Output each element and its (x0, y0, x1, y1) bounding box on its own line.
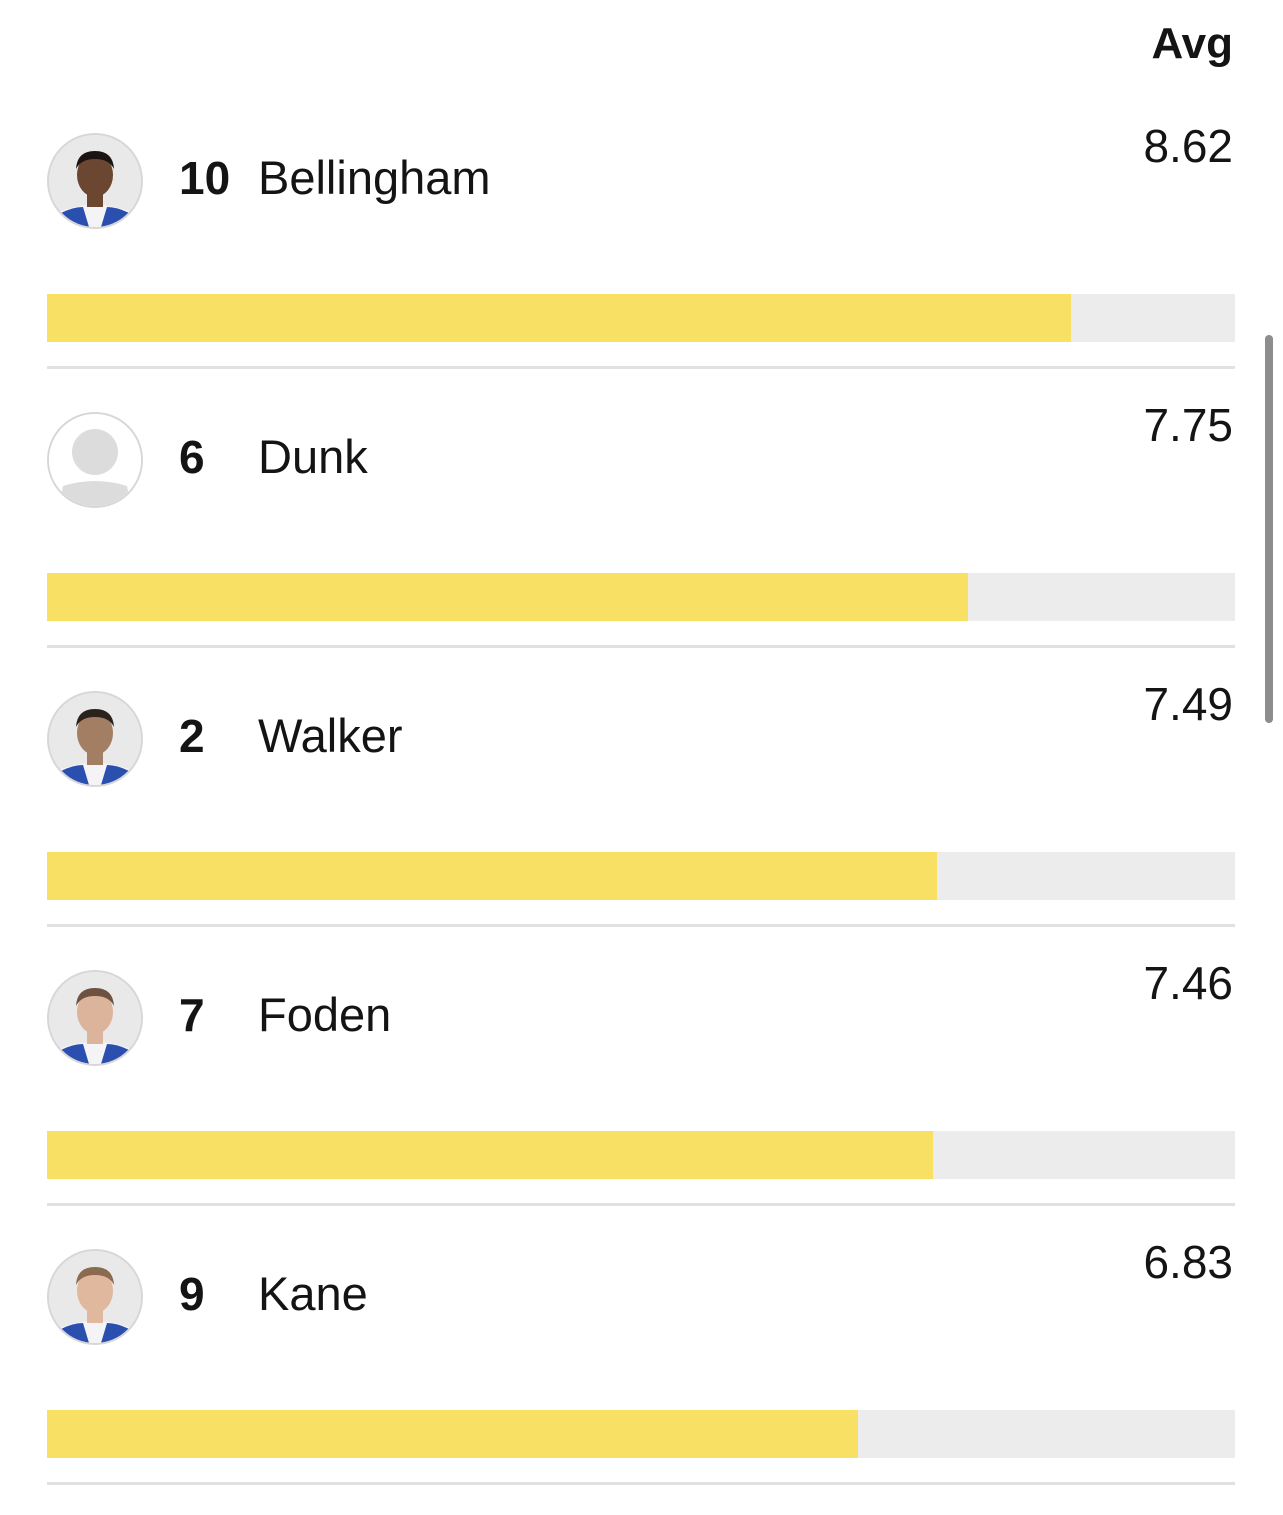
shirt-number: 7 (179, 989, 205, 1041)
row-divider (47, 1482, 1235, 1485)
player-row[interactable]: 10 Bellingham 8.62 (47, 107, 1235, 386)
rating-bar-fill (47, 1410, 859, 1458)
player-name: Dunk (258, 430, 368, 483)
player-photo-icon (47, 970, 143, 1066)
player-photo-icon (47, 691, 143, 787)
rating-bar-fill (47, 294, 1072, 342)
player-photo-icon (47, 133, 143, 229)
scrollbar[interactable] (1265, 335, 1273, 723)
average-rating: 7.75 (1143, 399, 1233, 451)
row-divider (47, 366, 1235, 369)
rating-bar-fill (47, 1131, 934, 1179)
rating-bar-fill (47, 573, 968, 621)
player-row[interactable]: 6 Dunk 7.75 (47, 386, 1235, 665)
rating-bar-track (47, 1410, 1235, 1458)
average-rating: 7.49 (1143, 678, 1233, 730)
player-row[interactable]: 9 Kane 6.83 (47, 1223, 1235, 1502)
row-divider (47, 645, 1235, 648)
shirt-number: 2 (179, 710, 205, 762)
rating-bar-fill (47, 852, 937, 900)
player-name: Kane (258, 1267, 368, 1320)
shirt-number: 6 (179, 431, 205, 483)
rating-bar-track (47, 573, 1235, 621)
shirt-number: 9 (179, 1268, 205, 1320)
player-row[interactable]: 7 Foden 7.46 (47, 944, 1235, 1223)
player-name: Foden (258, 988, 392, 1041)
player-row[interactable]: 2 Walker 7.49 (47, 665, 1235, 944)
rating-bar-track (47, 294, 1235, 342)
player-name: Walker (258, 709, 403, 762)
player-photo-icon (47, 1249, 143, 1345)
player-name: Bellingham (258, 151, 491, 204)
placeholder-avatar-icon (47, 412, 143, 508)
average-rating: 6.83 (1143, 1236, 1233, 1288)
rating-bar-track (47, 852, 1235, 900)
average-rating: 7.46 (1143, 957, 1233, 1009)
average-rating: 8.62 (1143, 120, 1233, 172)
row-divider (47, 1203, 1235, 1206)
row-divider (47, 924, 1235, 927)
shirt-number: 10 (179, 152, 231, 204)
avg-column-header: Avg (1151, 19, 1234, 68)
rating-bar-track (47, 1131, 1235, 1179)
